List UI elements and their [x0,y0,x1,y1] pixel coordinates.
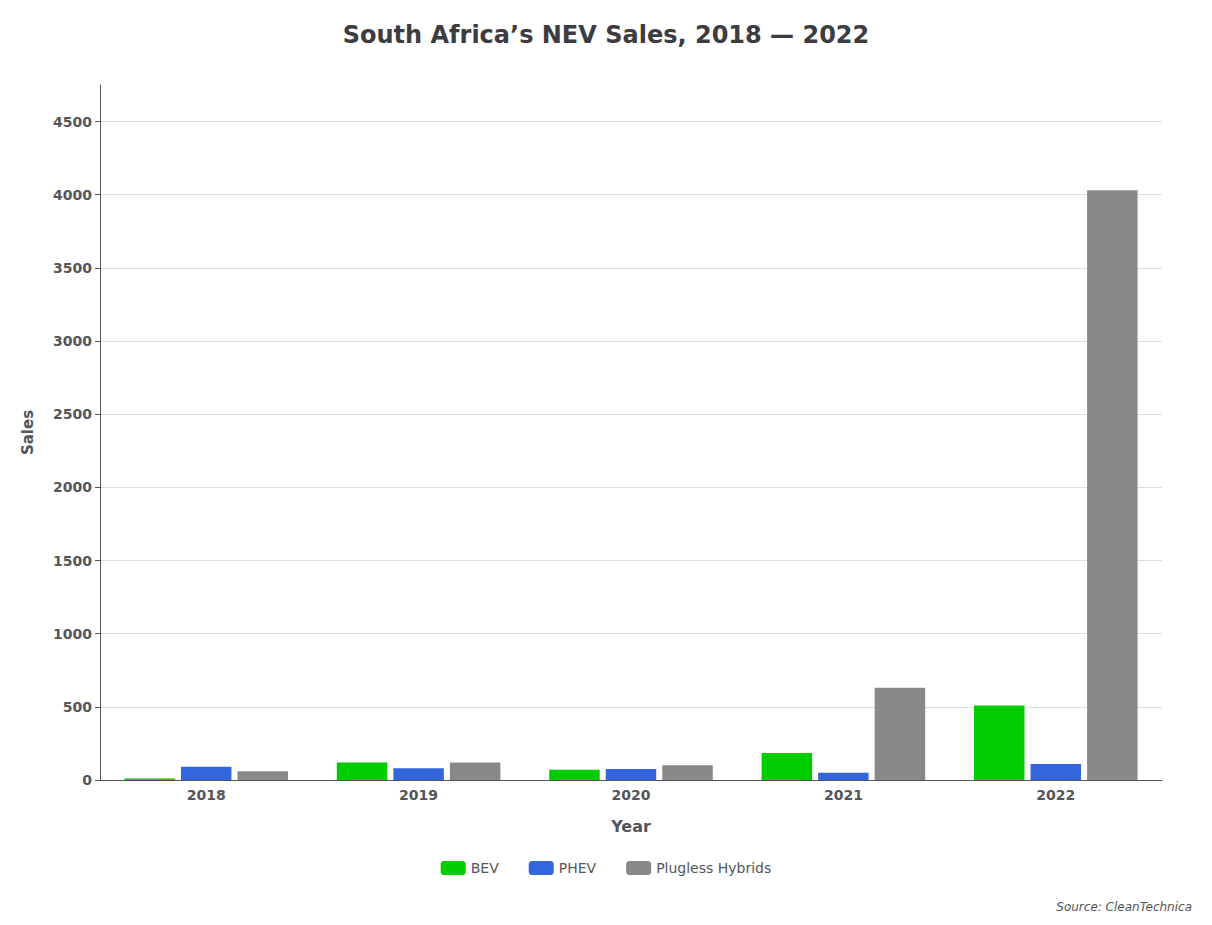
svg-text:3500: 3500 [53,260,92,276]
svg-text:2019: 2019 [399,787,438,803]
svg-text:4500: 4500 [53,114,92,130]
svg-text:1500: 1500 [53,553,92,569]
svg-text:Year: Year [610,817,651,836]
svg-text:500: 500 [63,699,92,715]
svg-text:2022: 2022 [1036,787,1075,803]
svg-text:Plugless Hybrids: Plugless Hybrids [656,860,771,876]
svg-text:PHEV: PHEV [559,860,597,876]
svg-text:BEV: BEV [471,860,499,876]
svg-text:2018: 2018 [187,787,226,803]
svg-text:Sales: Sales [19,410,37,455]
svg-text:2000: 2000 [53,479,92,495]
svg-text:2021: 2021 [824,787,863,803]
svg-text:1000: 1000 [53,626,92,642]
svg-text:3000: 3000 [53,333,92,349]
svg-text:0: 0 [82,772,92,788]
svg-text:4000: 4000 [53,187,92,203]
svg-text:2500: 2500 [53,406,92,422]
svg-text:South Africa’s NEV Sales, 2018: South Africa’s NEV Sales, 2018 — 2022 [343,21,870,49]
svg-text:Source: CleanTechnica: Source: CleanTechnica [1056,900,1192,914]
svg-text:2020: 2020 [612,787,651,803]
